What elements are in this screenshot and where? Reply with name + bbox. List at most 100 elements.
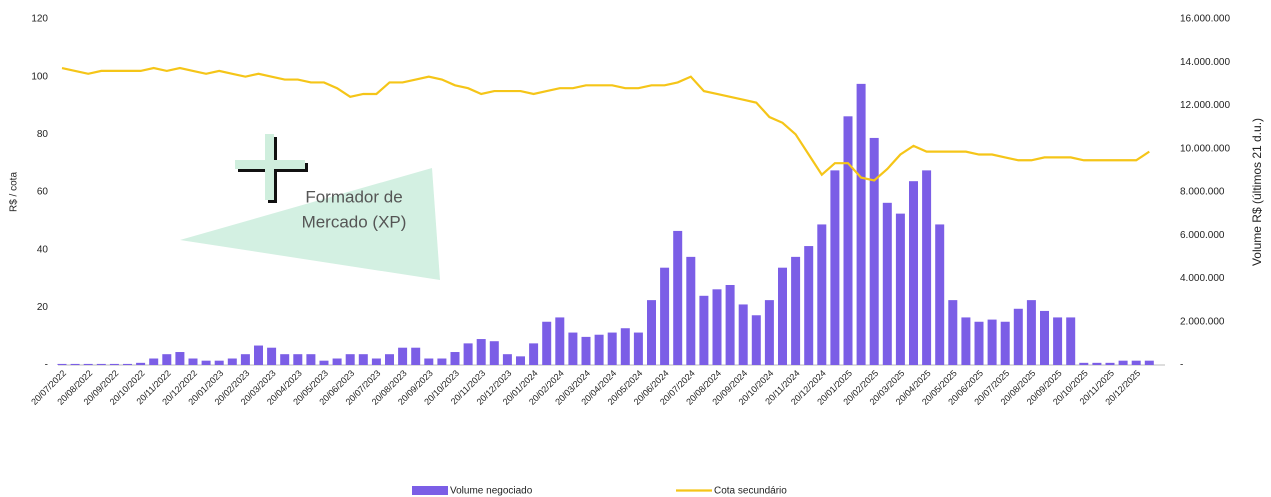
y-tick-label: - — [45, 360, 48, 371]
y2-tick-label: 8.000.000 — [1180, 187, 1225, 198]
bar — [555, 317, 565, 365]
y2-tick-label: 2.000.000 — [1180, 316, 1225, 327]
bar — [345, 354, 355, 365]
bar — [895, 213, 905, 365]
bar — [398, 347, 408, 365]
bar — [935, 224, 945, 365]
y-tick-label: 80 — [37, 129, 49, 140]
bar — [70, 363, 80, 365]
bar — [987, 319, 997, 365]
bar — [843, 116, 853, 365]
bar — [240, 354, 250, 365]
bar — [502, 354, 512, 365]
bar — [293, 354, 303, 365]
bar — [856, 83, 866, 365]
bar — [516, 356, 525, 365]
bar — [607, 332, 617, 365]
bar — [319, 360, 329, 365]
bar — [817, 224, 827, 365]
bar — [201, 360, 211, 365]
bar — [1105, 362, 1115, 365]
bar — [686, 256, 696, 365]
y-axis-label: R$ / cota — [9, 172, 20, 212]
bar — [476, 339, 486, 365]
bar — [1040, 310, 1049, 365]
bar — [411, 347, 421, 365]
bar — [673, 230, 683, 365]
annotation-triangle — [180, 168, 440, 280]
bar — [791, 256, 801, 365]
bar — [909, 181, 918, 365]
bar — [1026, 300, 1036, 365]
bar — [699, 295, 709, 365]
plus-icon — [235, 134, 308, 203]
bar — [1144, 360, 1154, 365]
bar — [778, 267, 787, 365]
bar — [712, 289, 722, 365]
bar — [974, 321, 984, 365]
annotation: Formador de — [305, 187, 402, 206]
bar — [149, 358, 159, 365]
legend-label: Cota secundário — [714, 486, 787, 497]
bar — [961, 317, 971, 365]
annotation: Mercado (XP) — [302, 212, 407, 231]
bar — [764, 300, 774, 365]
bar — [1000, 321, 1010, 365]
bar — [594, 334, 604, 365]
bar — [751, 315, 761, 365]
bar — [123, 363, 132, 365]
y2-axis-label: Volume R$ (últimos 21 d.u.) — [1250, 118, 1264, 266]
bar — [647, 300, 656, 365]
y-tick-label: 40 — [37, 244, 49, 255]
bar — [371, 358, 381, 365]
bar — [57, 363, 67, 365]
bar — [175, 352, 185, 365]
bar — [188, 358, 198, 365]
bar — [109, 363, 119, 365]
bar — [1118, 360, 1128, 365]
bar — [332, 358, 342, 365]
bar — [804, 246, 814, 365]
bar — [267, 347, 277, 365]
bar — [358, 354, 368, 365]
y2-tick-label: 14.000.000 — [1180, 57, 1230, 68]
bar — [280, 354, 290, 365]
bar — [1079, 362, 1089, 365]
line — [61, 66, 1150, 182]
bar — [529, 343, 539, 365]
bar — [660, 267, 670, 365]
y2-tick-label: - — [1180, 360, 1183, 371]
bar — [830, 170, 840, 365]
bar — [136, 362, 146, 365]
bar — [214, 360, 224, 365]
bar — [489, 341, 499, 365]
bar — [633, 332, 643, 365]
bar — [738, 304, 748, 365]
bar — [162, 354, 172, 365]
y2-tick-label: 16.000.000 — [1180, 14, 1230, 25]
y-tick-label: 120 — [31, 14, 48, 25]
bar — [424, 358, 434, 365]
y-tick-label: 100 — [31, 71, 48, 82]
y2-tick-label: 4.000.000 — [1180, 273, 1225, 284]
bar — [437, 358, 447, 365]
legend-label: Volume negociado — [450, 486, 533, 497]
bar — [1092, 362, 1102, 365]
y-tick-label: 60 — [37, 187, 49, 198]
bar — [882, 202, 892, 365]
bar — [581, 336, 591, 365]
y2-tick-label: 6.000.000 — [1180, 230, 1225, 241]
bar — [1013, 308, 1023, 365]
bar — [620, 328, 630, 365]
bar — [725, 284, 735, 365]
bar — [83, 363, 93, 365]
bar — [1053, 317, 1063, 365]
bar — [254, 345, 263, 365]
y2-tick-label: 10.000.000 — [1180, 143, 1230, 154]
bar — [948, 300, 958, 365]
legend-swatch — [412, 486, 448, 495]
bar — [463, 343, 473, 365]
bar — [922, 170, 932, 365]
bar — [568, 332, 578, 365]
y2-tick-label: 12.000.000 — [1180, 100, 1230, 111]
